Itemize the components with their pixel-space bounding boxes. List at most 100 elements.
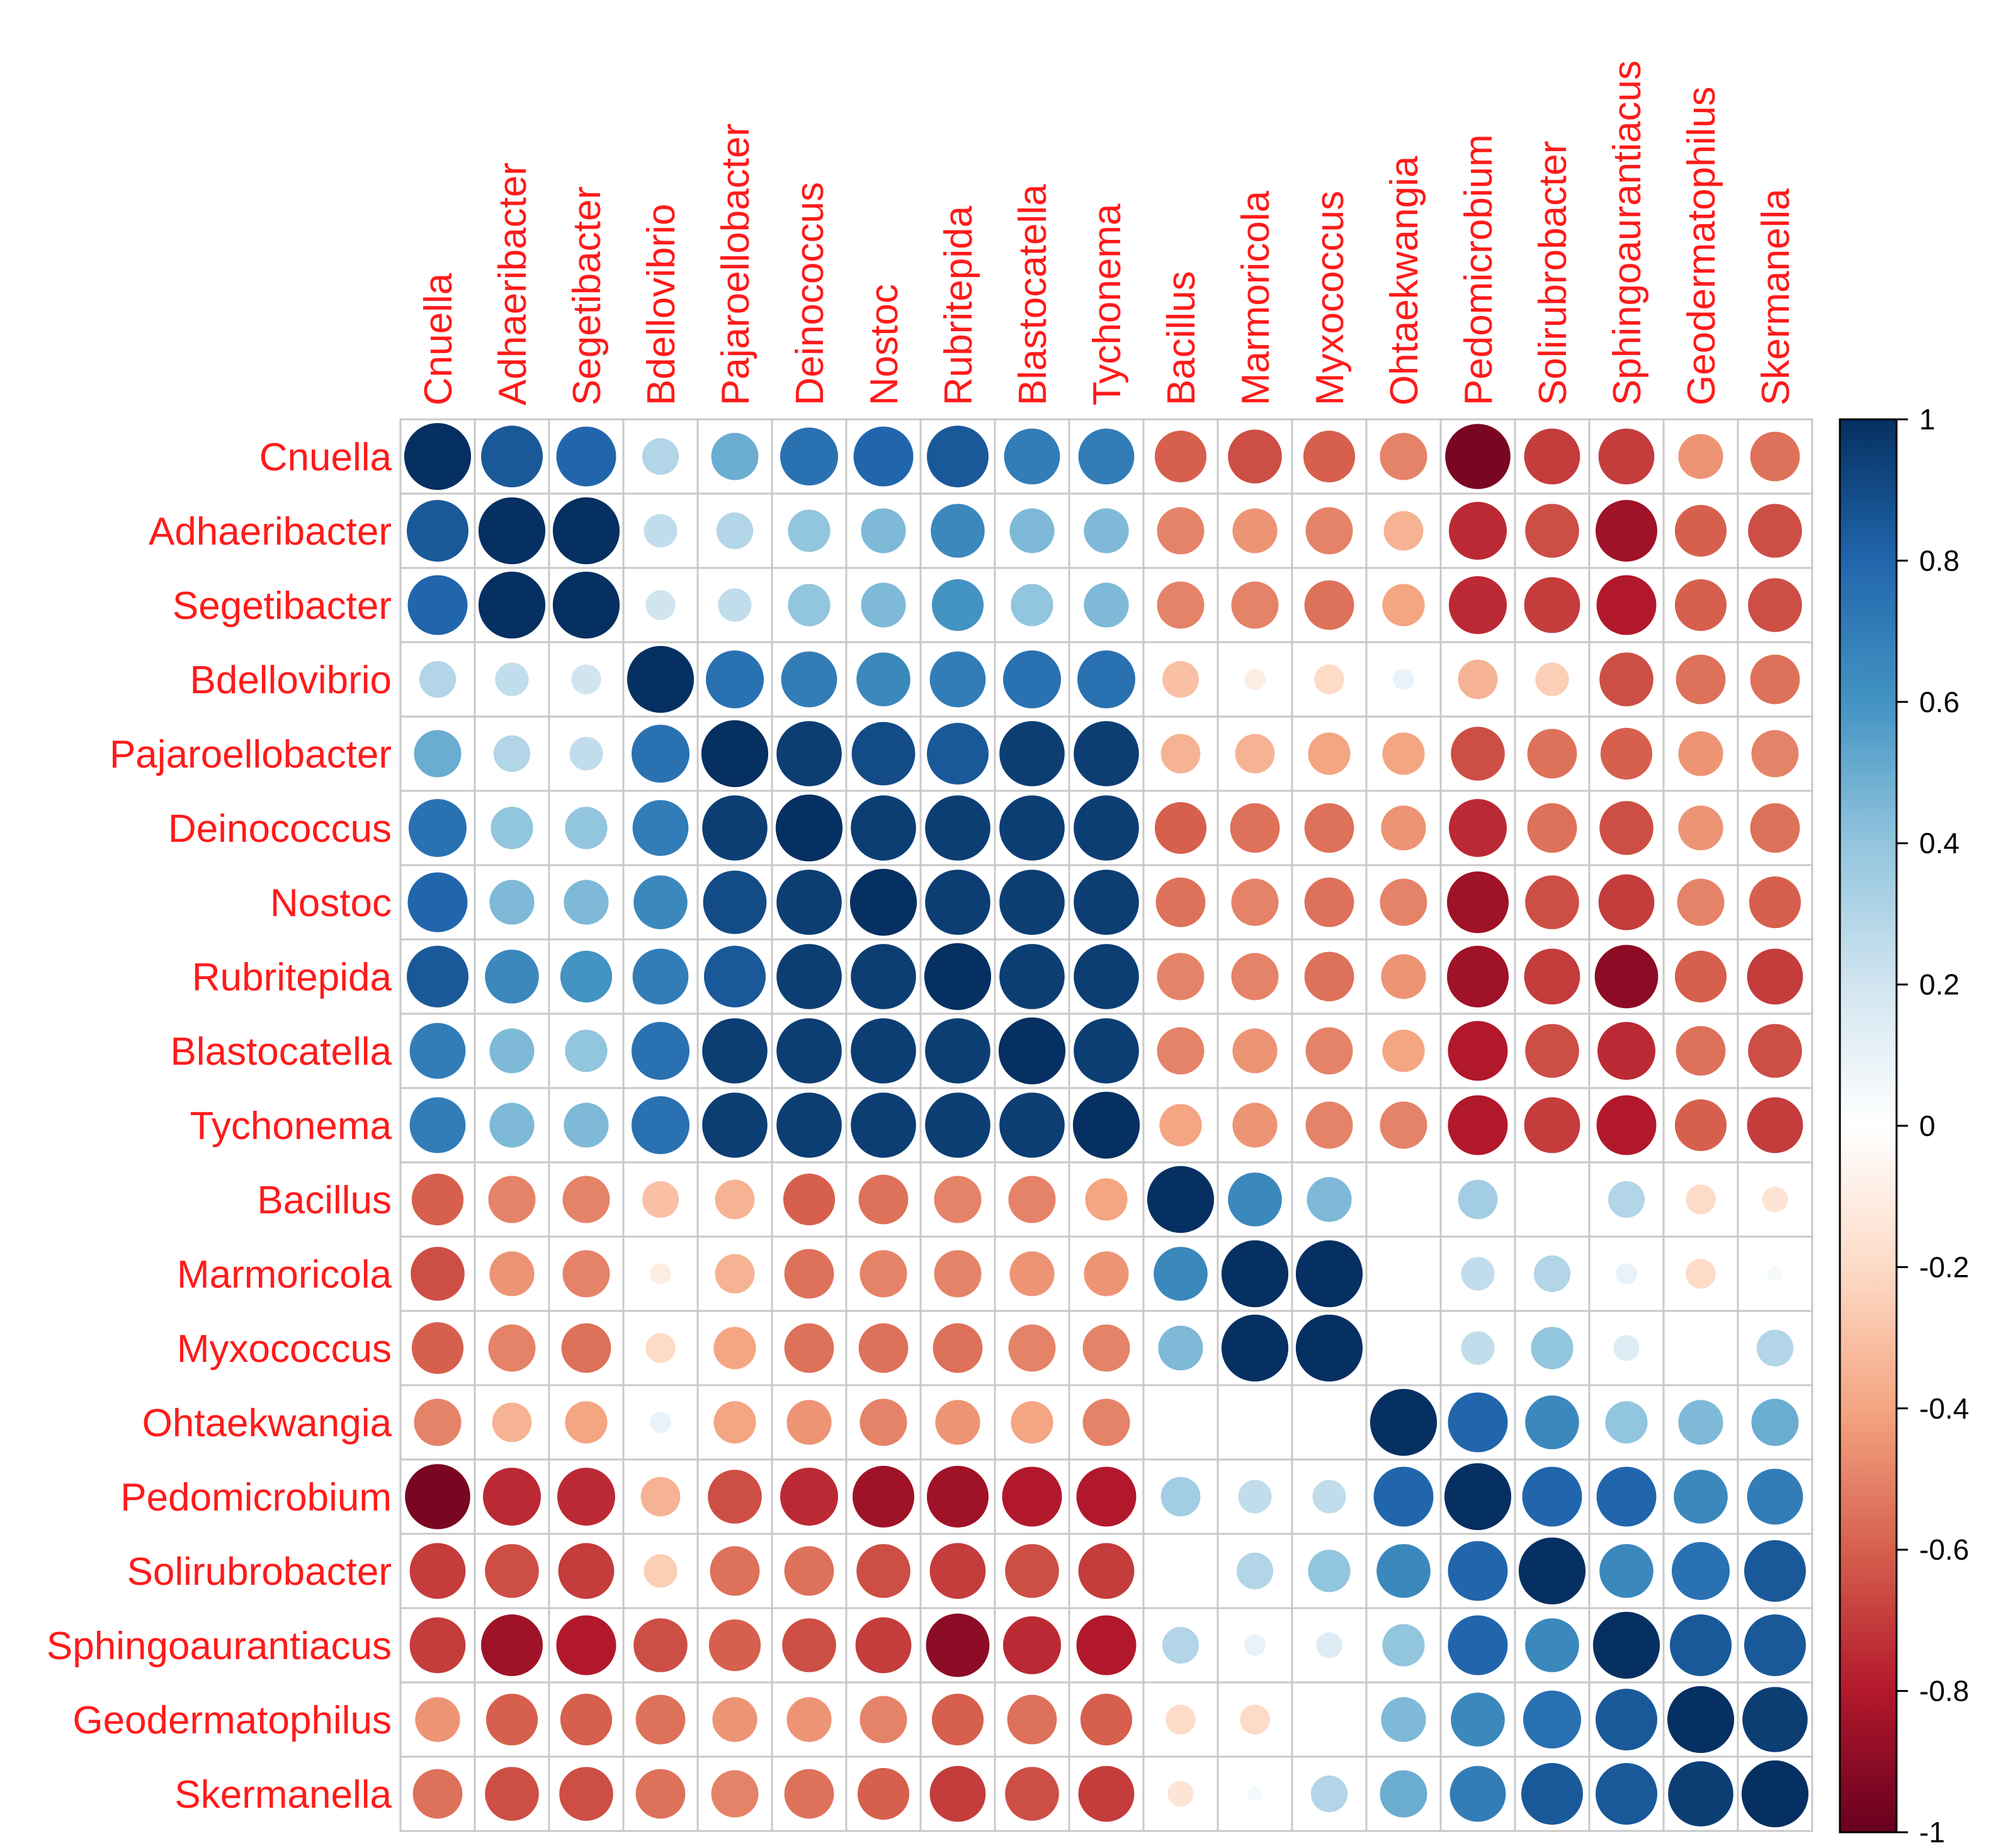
correlation-circle-sphingoaurantiacus-rubritepida [926, 1613, 990, 1677]
correlation-circle-cnuella-cnuella [404, 422, 472, 490]
correlation-circle-bacillus-bdellovibrio [642, 1181, 679, 1218]
correlation-circle-tychonema-adhaeribacter [489, 1103, 535, 1148]
correlation-circle-pajaroellobacter-myxococcus [1308, 732, 1351, 775]
correlation-circle-deinococcus-adhaeribacter [491, 807, 533, 849]
correlation-circle-pedomicrobium-adhaeribacter [483, 1468, 541, 1526]
color-legend-tick-label: 0.2 [1919, 968, 1960, 1001]
correlation-circle-blastocatella-marmoricola [1232, 1028, 1278, 1074]
correlation-circle-pajaroellobacter-bacillus [1160, 734, 1201, 774]
correlation-circle-adhaeribacter-blastocatella [1009, 508, 1055, 553]
correlation-circle-bacillus-tychonema [1085, 1178, 1128, 1221]
correlation-circle-adhaeribacter-deinococcus [788, 509, 831, 552]
correlation-circle-segetibacter-geodermatophilus [1674, 579, 1727, 632]
correlation-circle-ohtaekwangia-rubritepida [935, 1400, 980, 1445]
row-label-marmoricola: Marmoricola [177, 1253, 392, 1296]
correlation-circle-adhaeribacter-skermanella [1748, 504, 1802, 558]
correlation-circle-segetibacter-adhaeribacter [478, 571, 546, 639]
matrix-cell [1217, 1755, 1293, 1832]
correlation-circle-sphingoaurantiacus-cnuella [409, 1617, 466, 1674]
correlation-circle-cnuella-geodermatophilus [1678, 434, 1723, 479]
correlation-circle-sphingoaurantiacus-ohtaekwangia [1382, 1624, 1425, 1667]
color-legend: 1 0.8 0.6 0.4 0.2 0 -0.2 -0.4 -0.6 -0.8 -1 [1839, 403, 1969, 1848]
correlation-circle-ohtaekwangia-bdellovibrio [650, 1412, 671, 1433]
correlation-circle-bdellovibrio-cnuella [419, 660, 457, 698]
correlation-circle-skermanella-blastocatella [1005, 1767, 1059, 1821]
correlation-circle-bacillus-marmoricola [1228, 1172, 1282, 1227]
correlation-circle-pedomicrobium-deinococcus [780, 1468, 838, 1526]
correlation-circle-solirubrobacter-adhaeribacter [485, 1544, 539, 1598]
correlation-circle-bdellovibrio-segetibacter [571, 664, 601, 694]
correlation-circle-skermanella-pedomicrobium [1449, 1766, 1506, 1822]
correlation-circle-nostoc-rubritepida [925, 870, 990, 935]
correlation-circle-nostoc-ohtaekwangia [1380, 878, 1427, 926]
correlation-circle-pajaroellobacter-rubritepida [927, 723, 989, 785]
correlation-circle-marmoricola-nostoc [859, 1250, 907, 1298]
correlation-circle-cnuella-marmoricola [1228, 429, 1282, 484]
correlation-circle-adhaeribacter-ohtaekwangia [1383, 511, 1424, 551]
correlation-circle-skermanella-ohtaekwangia [1380, 1770, 1427, 1818]
correlation-circle-cnuella-skermanella [1750, 431, 1800, 482]
correlation-circle-pedomicrobium-marmoricola [1238, 1480, 1272, 1514]
correlation-circle-pajaroellobacter-nostoc [851, 722, 916, 786]
color-legend-tick-label: 0 [1919, 1109, 1936, 1142]
correlation-circle-rubritepida-myxococcus [1304, 951, 1354, 1002]
correlation-circle-solirubrobacter-sphingoaurantiacus [1599, 1544, 1653, 1598]
correlation-circle-bacillus-adhaeribacter [488, 1176, 536, 1223]
column-label-deinococcus: Deinococcus [788, 182, 832, 405]
correlation-circle-marmoricola-cnuella [411, 1247, 465, 1301]
correlation-circle-cnuella-sphingoaurantiacus [1598, 428, 1655, 485]
column-label-marmoricola: Marmoricola [1234, 190, 1278, 405]
correlation-circle-solirubrobacter-pedomicrobium [1448, 1541, 1508, 1601]
correlation-circle-segetibacter-segetibacter [552, 571, 620, 639]
correlation-circle-myxococcus-segetibacter [561, 1323, 611, 1373]
correlation-circle-tychonema-ohtaekwangia [1380, 1101, 1427, 1149]
correlation-circle-bdellovibrio-adhaeribacter [495, 662, 529, 696]
correlation-circle-nostoc-adhaeribacter [489, 880, 535, 925]
column-labels: Cnuella Adhaeribacter Segetibacter Bdellovi… [417, 60, 1798, 405]
column-label-segetibacter: Segetibacter [565, 186, 609, 405]
correlation-circle-cnuella-deinococcus [780, 428, 838, 485]
correlation-circle-adhaeribacter-myxococcus [1305, 507, 1353, 555]
correlation-circle-sphingoaurantiacus-sphingoaurantiacus [1592, 1611, 1660, 1679]
correlation-circle-geodermatophilus-sphingoaurantiacus [1596, 1689, 1657, 1750]
correlation-circle-pedomicrobium-segetibacter [557, 1468, 615, 1526]
correlation-circle-rubritepida-pajaroellobacter [704, 946, 766, 1007]
correlation-circle-segetibacter-rubritepida [931, 579, 984, 632]
row-label-tychonema: Tychonema [190, 1104, 392, 1148]
correlation-circle-geodermatophilus-tychonema [1080, 1693, 1133, 1746]
correlation-circle-skermanella-pajaroellobacter [711, 1770, 759, 1818]
column-label-skermanella: Skermanella [1754, 188, 1798, 405]
correlation-circle-ohtaekwangia-cnuella [414, 1398, 462, 1446]
color-legend-tick-label: 1 [1919, 403, 1936, 436]
correlation-circle-skermanella-cnuella [412, 1769, 463, 1819]
correlation-circle-rubritepida-deinococcus [776, 944, 842, 1009]
correlation-circle-deinococcus-solirubrobacter [1527, 803, 1577, 853]
correlation-circle-myxococcus-tychonema [1082, 1324, 1130, 1372]
correlation-circle-tychonema-bacillus [1159, 1104, 1202, 1147]
correlation-circle-adhaeribacter-bdellovibrio [644, 514, 678, 548]
correlation-circle-skermanella-rubritepida [929, 1766, 986, 1822]
correlation-circle-geodermatophilus-rubritepida [931, 1693, 984, 1746]
correlation-circle-myxococcus-blastocatella [1008, 1324, 1056, 1372]
correlation-circle-ohtaekwangia-segetibacter [565, 1401, 608, 1444]
correlation-circle-tychonema-myxococcus [1305, 1101, 1353, 1149]
correlation-circle-skermanella-deinococcus [784, 1769, 834, 1819]
correlation-circle-blastocatella-blastocatella [998, 1017, 1066, 1085]
correlation-circle-cnuella-adhaeribacter [481, 426, 543, 487]
correlation-circle-marmoricola-geodermatophilus [1686, 1259, 1716, 1289]
correlation-circle-cnuella-nostoc [853, 426, 914, 487]
correlation-circle-segetibacter-skermanella [1748, 578, 1802, 632]
correlation-circle-sphingoaurantiacus-geodermatophilus [1670, 1614, 1732, 1676]
matrix-cell [1142, 1384, 1219, 1461]
correlation-circle-bdellovibrio-skermanella [1750, 654, 1800, 705]
correlation-circle-rubritepida-segetibacter [560, 950, 613, 1003]
correlation-circle-bdellovibrio-bdellovibrio [627, 645, 695, 713]
correlation-circle-bacillus-rubritepida [934, 1176, 982, 1223]
row-label-nostoc: Nostoc [270, 881, 392, 925]
correlation-circle-bacillus-pedomicrobium [1458, 1179, 1498, 1220]
correlation-circle-tychonema-cnuella [409, 1097, 466, 1154]
correlation-circle-skermanella-marmoricola [1247, 1786, 1262, 1801]
correlation-circle-skermanella-solirubrobacter [1521, 1763, 1583, 1825]
correlation-circle-ohtaekwangia-tychonema [1082, 1398, 1130, 1446]
correlation-circle-marmoricola-pajaroellobacter [715, 1254, 755, 1294]
